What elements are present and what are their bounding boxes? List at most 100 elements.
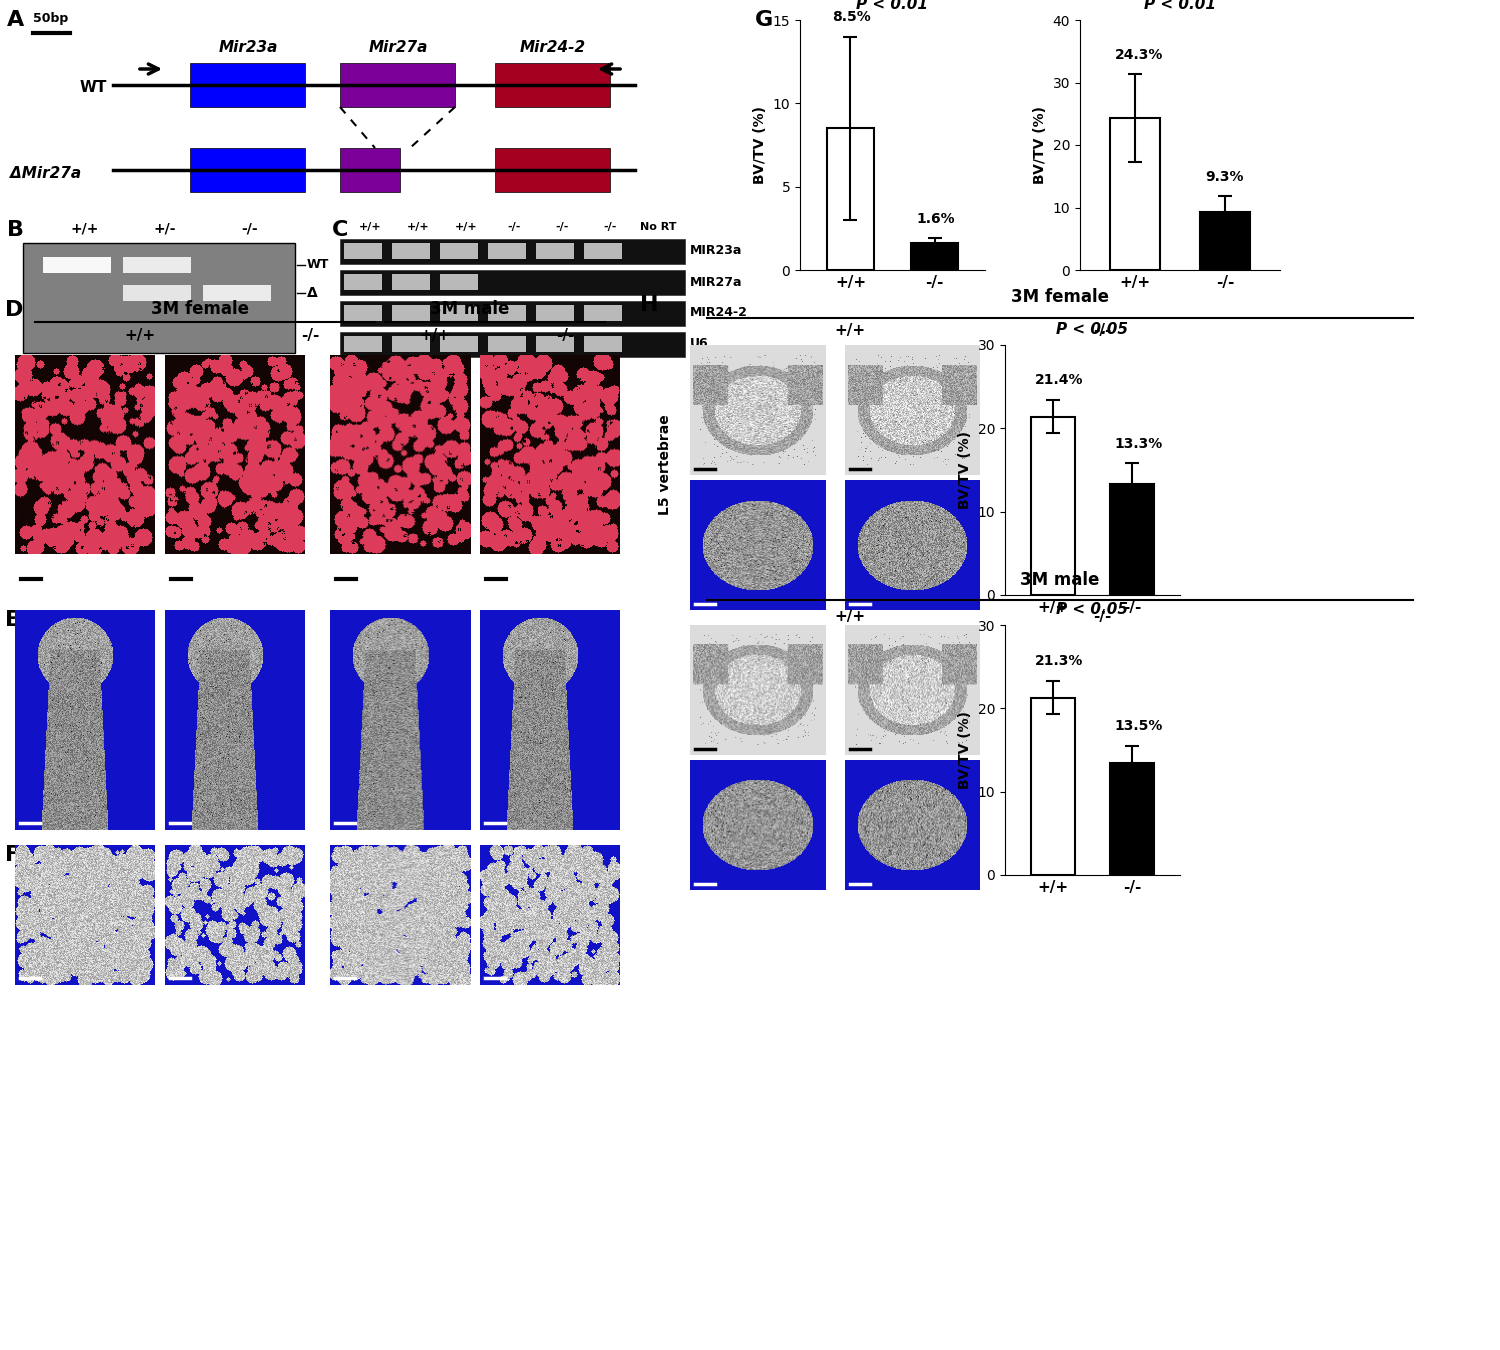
Text: G: G bbox=[754, 9, 774, 30]
Y-axis label: BV/TV (%): BV/TV (%) bbox=[958, 431, 972, 509]
Text: MIR27a: MIR27a bbox=[690, 275, 742, 289]
Y-axis label: BV/TV (%): BV/TV (%) bbox=[1034, 107, 1047, 184]
Bar bbox=[1030, 417, 1074, 595]
Bar bbox=[340, 332, 686, 356]
Text: E: E bbox=[4, 610, 20, 630]
Bar bbox=[828, 128, 873, 270]
Bar bbox=[190, 148, 304, 192]
Text: +/+: +/+ bbox=[834, 323, 866, 338]
Bar bbox=[392, 336, 430, 352]
Text: -/-: -/- bbox=[1094, 609, 1112, 624]
Bar bbox=[488, 243, 526, 259]
Text: -/-: -/- bbox=[556, 328, 574, 343]
Text: -/-: -/- bbox=[555, 221, 568, 232]
Text: Mir23a: Mir23a bbox=[219, 40, 278, 55]
Text: 13.5%: 13.5% bbox=[1114, 720, 1162, 733]
Text: 3M female: 3M female bbox=[152, 301, 249, 319]
Bar bbox=[123, 256, 190, 273]
Bar bbox=[440, 336, 479, 352]
Text: +/-: +/- bbox=[153, 221, 177, 236]
Bar bbox=[440, 305, 479, 321]
Text: 50bp: 50bp bbox=[33, 12, 69, 26]
Text: +/+: +/+ bbox=[406, 221, 429, 232]
Text: 13.3%: 13.3% bbox=[1114, 437, 1162, 451]
Text: 8.5%: 8.5% bbox=[833, 11, 870, 24]
Y-axis label: BV/TV (%): BV/TV (%) bbox=[753, 107, 766, 184]
Bar bbox=[344, 243, 382, 259]
Text: WT: WT bbox=[308, 258, 330, 271]
Text: 3M female: 3M female bbox=[1011, 289, 1108, 306]
Text: 9.3%: 9.3% bbox=[1206, 170, 1243, 184]
Text: L5 vertebrae: L5 vertebrae bbox=[658, 414, 672, 516]
Bar bbox=[1200, 212, 1251, 270]
Title: P < 0.01: P < 0.01 bbox=[856, 0, 928, 12]
Bar bbox=[440, 243, 479, 259]
Bar bbox=[392, 243, 430, 259]
Text: MIR23a: MIR23a bbox=[690, 244, 742, 258]
Text: -/-: -/- bbox=[302, 328, 320, 343]
Text: 1.6%: 1.6% bbox=[916, 212, 954, 225]
Bar bbox=[202, 285, 272, 301]
Bar bbox=[44, 256, 111, 273]
Y-axis label: BV/TV (%): BV/TV (%) bbox=[958, 711, 972, 788]
Bar bbox=[190, 63, 304, 107]
Text: 24.3%: 24.3% bbox=[1114, 47, 1162, 62]
Text: +/+: +/+ bbox=[454, 221, 477, 232]
Text: +/+: +/+ bbox=[420, 328, 450, 343]
Bar bbox=[912, 243, 957, 270]
Bar bbox=[495, 63, 610, 107]
Text: -/-: -/- bbox=[603, 221, 616, 232]
Text: D: D bbox=[4, 300, 24, 320]
Text: 21.3%: 21.3% bbox=[1035, 655, 1083, 668]
Text: A: A bbox=[8, 9, 24, 30]
Text: +/+: +/+ bbox=[358, 221, 381, 232]
Bar bbox=[344, 336, 382, 352]
Bar bbox=[584, 305, 622, 321]
Text: WT: WT bbox=[80, 81, 108, 96]
Bar bbox=[536, 243, 574, 259]
Bar bbox=[1110, 119, 1160, 270]
Text: Mir24-2: Mir24-2 bbox=[520, 40, 586, 55]
Bar bbox=[488, 305, 526, 321]
Text: ΔMir27a: ΔMir27a bbox=[10, 166, 81, 181]
Bar bbox=[392, 305, 430, 321]
Bar bbox=[340, 148, 400, 192]
Title: P < 0.01: P < 0.01 bbox=[1144, 0, 1216, 12]
Bar bbox=[584, 243, 622, 259]
Bar bbox=[584, 336, 622, 352]
Text: 3M male: 3M male bbox=[1020, 571, 1100, 589]
Title: P < 0.05: P < 0.05 bbox=[1056, 321, 1128, 338]
Bar bbox=[344, 305, 382, 321]
Bar bbox=[488, 336, 526, 352]
Bar bbox=[344, 274, 382, 290]
Text: C: C bbox=[332, 220, 348, 240]
Text: No RT: No RT bbox=[639, 221, 676, 232]
Text: MIR24-2: MIR24-2 bbox=[690, 306, 748, 320]
Bar bbox=[536, 336, 574, 352]
Bar bbox=[1110, 485, 1154, 595]
Bar bbox=[123, 285, 190, 301]
Bar bbox=[340, 270, 686, 296]
Bar bbox=[1030, 698, 1074, 875]
Text: 3M male: 3M male bbox=[430, 301, 510, 319]
Bar bbox=[340, 63, 454, 107]
Bar bbox=[340, 301, 686, 325]
Text: U6: U6 bbox=[690, 338, 708, 351]
Title: P < 0.05: P < 0.05 bbox=[1056, 602, 1128, 617]
Bar bbox=[340, 239, 686, 265]
Text: Mir27a: Mir27a bbox=[369, 40, 428, 55]
Text: 21.4%: 21.4% bbox=[1035, 374, 1083, 387]
Bar bbox=[1110, 763, 1154, 875]
Text: +/+: +/+ bbox=[834, 609, 866, 624]
Text: Δ: Δ bbox=[308, 286, 318, 300]
Text: -/-: -/- bbox=[507, 221, 520, 232]
Bar bbox=[536, 305, 574, 321]
Bar bbox=[440, 274, 479, 290]
Text: H: H bbox=[640, 296, 658, 315]
Text: F: F bbox=[4, 845, 20, 865]
Text: B: B bbox=[8, 220, 24, 240]
Text: -/-: -/- bbox=[1094, 323, 1112, 338]
Text: +/+: +/+ bbox=[70, 221, 99, 236]
Text: +/+: +/+ bbox=[124, 328, 156, 343]
Bar bbox=[22, 243, 296, 352]
